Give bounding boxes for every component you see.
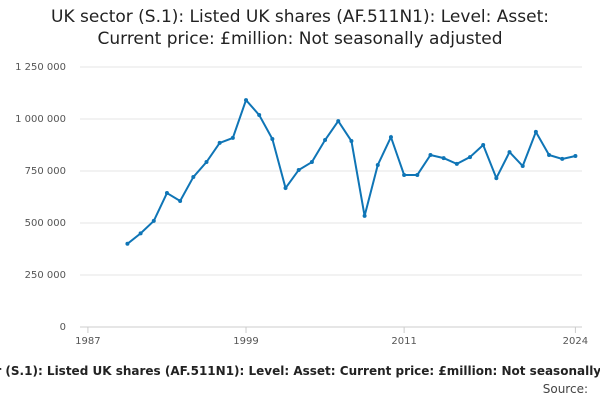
point	[481, 143, 486, 147]
caption-wrap: UK sector (S.1): Listed UK shares (AF.51…	[0, 364, 600, 378]
chart: 0 250 000 500 000 750 000 1 000 000 1 250 000…	[15, 62, 588, 347]
point	[283, 186, 288, 191]
point	[244, 98, 249, 103]
point	[164, 191, 169, 196]
x-tick-label: 1999	[233, 336, 258, 347]
point	[270, 136, 275, 141]
line	[126, 98, 576, 245]
point	[402, 172, 407, 177]
point	[415, 172, 420, 177]
y-tick-label: 1 250 000	[15, 62, 66, 73]
point	[560, 156, 565, 161]
point	[336, 119, 341, 124]
point	[296, 167, 301, 172]
point	[428, 152, 433, 157]
source-label: Source:	[542, 382, 588, 396]
point	[441, 156, 446, 161]
y-tick-label: 0	[60, 322, 66, 333]
point	[494, 176, 499, 181]
point	[138, 231, 143, 236]
point	[309, 160, 314, 165]
point	[573, 154, 578, 159]
point	[151, 218, 156, 223]
y-tick-label: 500 000	[25, 218, 66, 229]
point	[547, 152, 552, 157]
point	[349, 139, 354, 144]
y-tick-label: 1 000 000	[15, 114, 66, 125]
point	[375, 162, 380, 167]
point	[468, 155, 473, 160]
point	[533, 129, 538, 134]
y-tick-label: 250 000	[25, 270, 66, 281]
point	[204, 160, 209, 165]
chart-title: UK sector (S.1): Listed UK shares (AF.51…	[51, 7, 549, 49]
caption: UK sector (S.1): Listed UK shares (AF.51…	[0, 364, 600, 378]
x-tick-label: 2011	[391, 336, 416, 347]
y-tick-label: 750 000	[25, 166, 66, 177]
point	[323, 138, 328, 143]
point	[230, 135, 235, 140]
point	[454, 161, 459, 166]
point	[191, 175, 196, 180]
point	[178, 198, 183, 203]
point	[520, 164, 525, 169]
point	[125, 241, 130, 246]
x-tick-label: 1987	[75, 336, 100, 347]
point	[507, 150, 512, 155]
point	[217, 140, 222, 145]
point	[257, 113, 262, 118]
point	[388, 135, 393, 140]
x-tick-label: 2024	[563, 336, 588, 347]
point	[362, 213, 367, 218]
